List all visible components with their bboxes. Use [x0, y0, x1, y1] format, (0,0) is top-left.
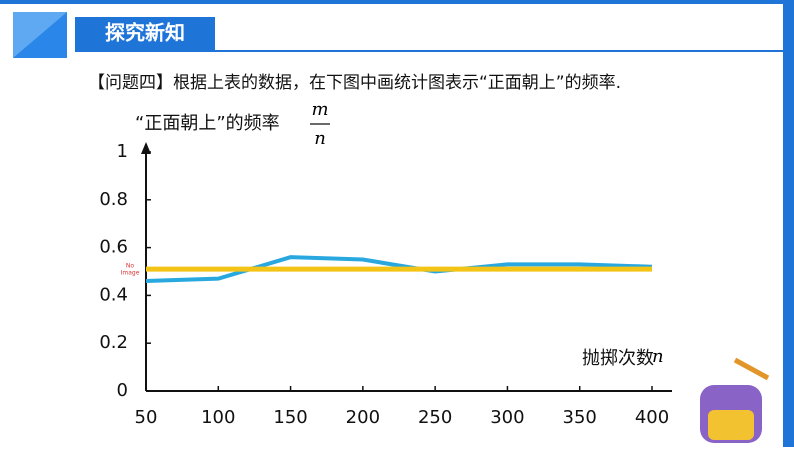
x-tick-label: 350 [563, 407, 597, 428]
y-tick-label: 0.8 [99, 189, 128, 210]
y-label-num: m [311, 99, 328, 120]
x-label: 抛掷次数 [582, 348, 654, 369]
y-arrow [141, 142, 151, 154]
y-tick-label: 0 [117, 380, 128, 401]
x-tick-label: 200 [346, 407, 380, 428]
right-bar [783, 0, 794, 447]
placeholder: Image [121, 270, 140, 277]
y-label: “正面朝上”的频率 [135, 113, 280, 134]
x-tick-label: 400 [635, 407, 669, 428]
placeholder: No [126, 263, 134, 270]
y-tick-label: 1 [117, 141, 128, 162]
question: 【问题四】根据上表的数据，在下图中画统计图表示“正面朝上”的频率. [88, 73, 621, 93]
x-label-var: n [652, 346, 664, 367]
x-tick-label: 300 [490, 407, 524, 428]
header-title: 探究新知 [105, 21, 185, 45]
header-box [75, 17, 215, 51]
x-tick-label: 100 [201, 407, 235, 428]
y-tick-label: 0.4 [99, 284, 128, 305]
y-label-den: n [314, 128, 326, 149]
x-tick-label: 250 [418, 407, 452, 428]
top-bar [0, 0, 794, 4]
y-tick-label: 0.6 [99, 237, 128, 258]
header-icon-shade [13, 12, 67, 58]
x-tick-label: 50 [135, 407, 158, 428]
series-line [145, 255, 653, 284]
decor-bag [700, 357, 770, 443]
y-tick-label: 0.2 [99, 332, 128, 353]
x-tick-label: 150 [273, 407, 307, 428]
